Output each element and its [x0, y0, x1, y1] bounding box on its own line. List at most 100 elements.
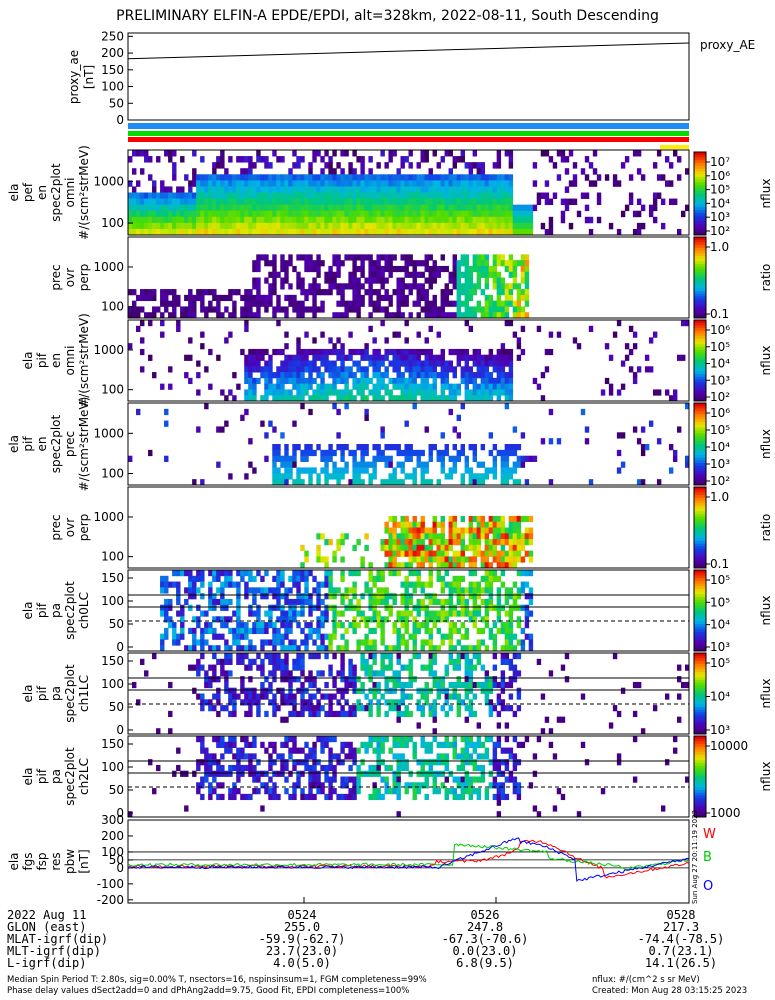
- spectrogram-cell: [496, 587, 502, 594]
- spectrogram-cell: [584, 438, 590, 445]
- spectrogram-cell: [512, 331, 518, 338]
- colorbar-cell: [694, 503, 706, 507]
- spectrogram-cell: [300, 575, 305, 582]
- spectrogram-cell: [400, 741, 405, 748]
- spectrogram-cell: [328, 162, 333, 169]
- spectrogram-cell: [332, 180, 337, 187]
- spectrogram-cell: [252, 753, 257, 760]
- spectrogram-cell: [472, 354, 478, 361]
- spectrogram-cell: [408, 681, 413, 689]
- spectrogram-cell: [452, 283, 457, 290]
- spectrogram-cell: [524, 289, 530, 296]
- spectrogram-cell: [256, 265, 261, 273]
- spectrogram-cell: [400, 461, 405, 468]
- spectrogram-cell: [284, 192, 289, 199]
- spectrogram-cell: [268, 759, 273, 766]
- spectrogram-cell: [316, 782, 321, 789]
- spectrogram-cell: [256, 260, 261, 267]
- spectrogram-cell: [516, 687, 522, 694]
- spectrogram-cell: [356, 479, 361, 486]
- spectrogram-cell: [220, 294, 225, 302]
- spectrogram-cell: [368, 168, 373, 175]
- spectrogram-cell: [364, 693, 369, 700]
- spectrogram-cell: [644, 354, 650, 361]
- spectrogram-cell: [436, 550, 441, 557]
- spectrogram-cell: [516, 670, 522, 677]
- y-tick-label: 50: [109, 617, 124, 631]
- colorbar-cell: [694, 338, 706, 343]
- colorbar-cell: [694, 661, 706, 665]
- spectrogram-cell: [228, 653, 233, 660]
- spectrogram-cell: [312, 782, 317, 789]
- spectrogram-cell: [272, 150, 277, 157]
- spectrogram-cell: [292, 228, 297, 236]
- spectrogram-cell: [448, 693, 453, 700]
- spectrogram-cell: [260, 687, 265, 694]
- spectrogram-cell: [168, 598, 173, 606]
- spectrogram-cell: [340, 222, 345, 230]
- spectrogram-cell: [400, 687, 405, 694]
- spectrogram-cell: [628, 325, 634, 332]
- spectrogram-cell: [504, 204, 510, 212]
- spectrogram-cell: [468, 658, 474, 665]
- spectrogram-cell: [384, 354, 389, 361]
- spectrogram-cell: [332, 633, 337, 640]
- spectrogram-cell: [368, 699, 373, 706]
- spectrogram-cell: [340, 354, 345, 361]
- spectrogram-cell: [336, 337, 341, 344]
- spectrogram-cell: [268, 681, 273, 689]
- spectrogram-cell: [204, 764, 209, 772]
- spectrogram-cell: [424, 639, 429, 646]
- spectrogram-cell: [236, 653, 241, 660]
- spectrogram-cell: [444, 616, 449, 623]
- spectrogram-cell: [324, 192, 329, 199]
- spectrogram-cell: [488, 627, 494, 635]
- spectrogram-cell: [272, 306, 277, 313]
- colorbar-tick-label: 10⁶: [710, 406, 730, 420]
- spectrogram-cell: [364, 747, 369, 754]
- spectrogram-cell: [304, 348, 309, 356]
- spectrogram-cell: [484, 544, 490, 552]
- spectrogram-cell: [356, 776, 361, 783]
- spectrogram-cell: [328, 348, 333, 356]
- spectrogram-cell: [488, 222, 494, 230]
- spectrogram-cell: [268, 210, 273, 218]
- spectrogram-cell: [364, 204, 369, 212]
- spectrogram-cell: [496, 156, 502, 163]
- spectrogram-cell: [312, 639, 317, 646]
- spectrogram-cell: [436, 312, 441, 319]
- ae-tick-label: 50: [109, 96, 124, 110]
- spectrogram-cell: [416, 544, 421, 552]
- spectrogram-cell: [356, 254, 361, 261]
- spectrogram-cell: [248, 168, 253, 175]
- spectrogram-cell: [216, 587, 221, 594]
- spectrogram-cell: [392, 627, 397, 635]
- spectrogram-cell: [280, 658, 285, 665]
- spectrogram-cell: [452, 204, 457, 212]
- spectrogram-cell: [672, 389, 678, 396]
- spectrogram-cell: [484, 473, 490, 480]
- spectrogram-cell: [288, 687, 293, 694]
- spectrogram-cell: [320, 533, 325, 540]
- spectrogram-cell: [312, 705, 317, 712]
- spectrogram-cell: [280, 699, 285, 706]
- spectrogram-cell: [476, 533, 482, 540]
- spectrogram-cell: [260, 664, 265, 671]
- spectrogram-cell: [476, 265, 482, 273]
- spectrogram-cell: [244, 633, 249, 640]
- spectrogram-cell: [384, 776, 389, 783]
- colorbar-cell: [694, 629, 706, 633]
- spectrogram-cell: [428, 645, 433, 652]
- spectrogram-cell: [140, 216, 145, 224]
- colorbar-cell: [694, 530, 706, 534]
- colorbar-cell: [694, 384, 706, 388]
- spectrogram-cell: [516, 444, 522, 451]
- spectrogram-cell: [296, 300, 301, 307]
- spectrogram-cell: [428, 306, 433, 313]
- spectrogram-cell: [292, 645, 297, 652]
- spectrogram-cell: [508, 383, 514, 390]
- spectrogram-cell: [140, 222, 145, 230]
- colorbar-cell: [694, 594, 706, 598]
- spectrogram-cell: [428, 653, 433, 660]
- spectrogram-cell: [276, 639, 281, 646]
